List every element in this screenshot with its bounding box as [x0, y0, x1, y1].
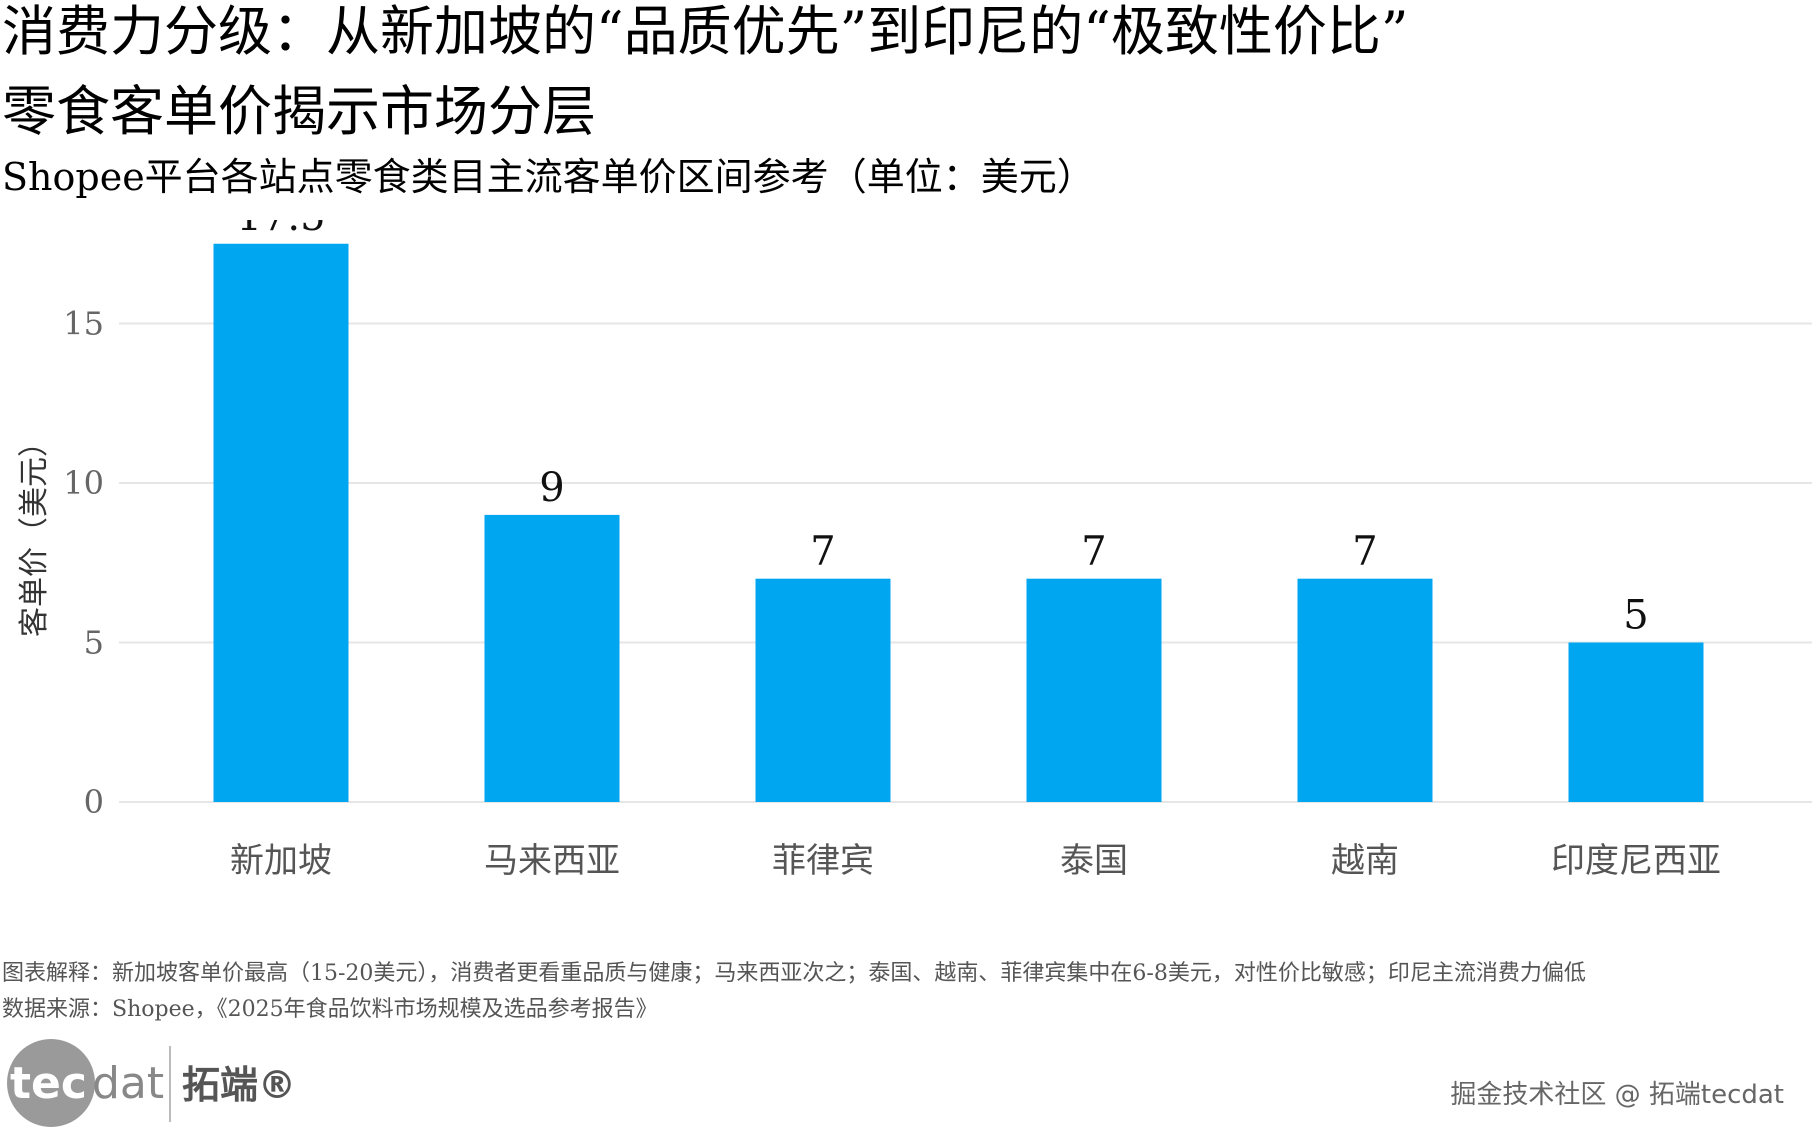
gridlines	[119, 322, 1812, 803]
y-tick-label: 0	[84, 783, 104, 821]
tecdat-logo: tec dat 拓端®	[7, 1039, 296, 1127]
data-label: 5	[1623, 593, 1648, 639]
x-tick-label: 泰国	[1060, 841, 1128, 881]
bar	[1297, 578, 1433, 802]
svg-text:tec: tec	[10, 1058, 87, 1109]
data-source: 数据来源：Shopee，《2025年食品饮料市场规模及选品参考报告》	[2, 997, 658, 1022]
data-label: 7	[1352, 529, 1377, 575]
chart-explanation: 图表解释：新加坡客单价最高（15-20美元），消费者更看重品质与健康；马来西亚次…	[2, 961, 1586, 986]
chart-title-line2: 零食客单价揭示市场分层	[2, 80, 596, 143]
x-tick-label: 菲律宾	[772, 841, 874, 881]
svg-text:dat: dat	[92, 1058, 164, 1109]
x-tick-label: 越南	[1331, 841, 1399, 881]
chart-title-line1: 消费力分级：从新加坡的“品质优先”到印尼的“极致性价比”	[2, 0, 1409, 63]
bar	[213, 243, 349, 802]
svg-text:拓端®: 拓端®	[182, 1063, 296, 1107]
y-tick-label: 10	[63, 464, 104, 502]
x-tick-label: 新加坡	[230, 841, 332, 881]
y-axis-ticks: 0 5 10 15	[63, 305, 104, 822]
x-tick-label: 马来西亚	[484, 841, 620, 881]
bar	[1026, 578, 1162, 802]
watermark: 掘金技术社区 @ 拓端tecdat	[1450, 1080, 1784, 1110]
data-label: 7	[1081, 529, 1106, 575]
y-tick-label: 5	[84, 624, 104, 662]
bar	[484, 514, 620, 802]
x-tick-label: 印度尼西亚	[1551, 841, 1721, 881]
data-label: 17.5	[236, 220, 325, 240]
data-label: 9	[539, 465, 564, 511]
x-axis-ticks: 新加坡 马来西亚 菲律宾 泰国 越南 印度尼西亚	[230, 841, 1721, 881]
bar-chart: 17.5 9 7 7 7 5 0 5 10 15 新加坡 马来西亚 菲律宾 泰国 越南 印度尼西亚 客单价…	[17, 220, 1812, 881]
data-label: 7	[810, 529, 835, 575]
chart-subtitle: Shopee平台各站点零食类目主流客单价区间参考（单位：美元）	[2, 155, 1095, 199]
bars: 17.5 9 7 7 7 5	[213, 220, 1704, 802]
y-axis-label: 客单价（美元）	[17, 427, 52, 637]
bar	[1568, 642, 1704, 802]
bar	[755, 578, 891, 802]
y-tick-label: 15	[63, 305, 104, 343]
